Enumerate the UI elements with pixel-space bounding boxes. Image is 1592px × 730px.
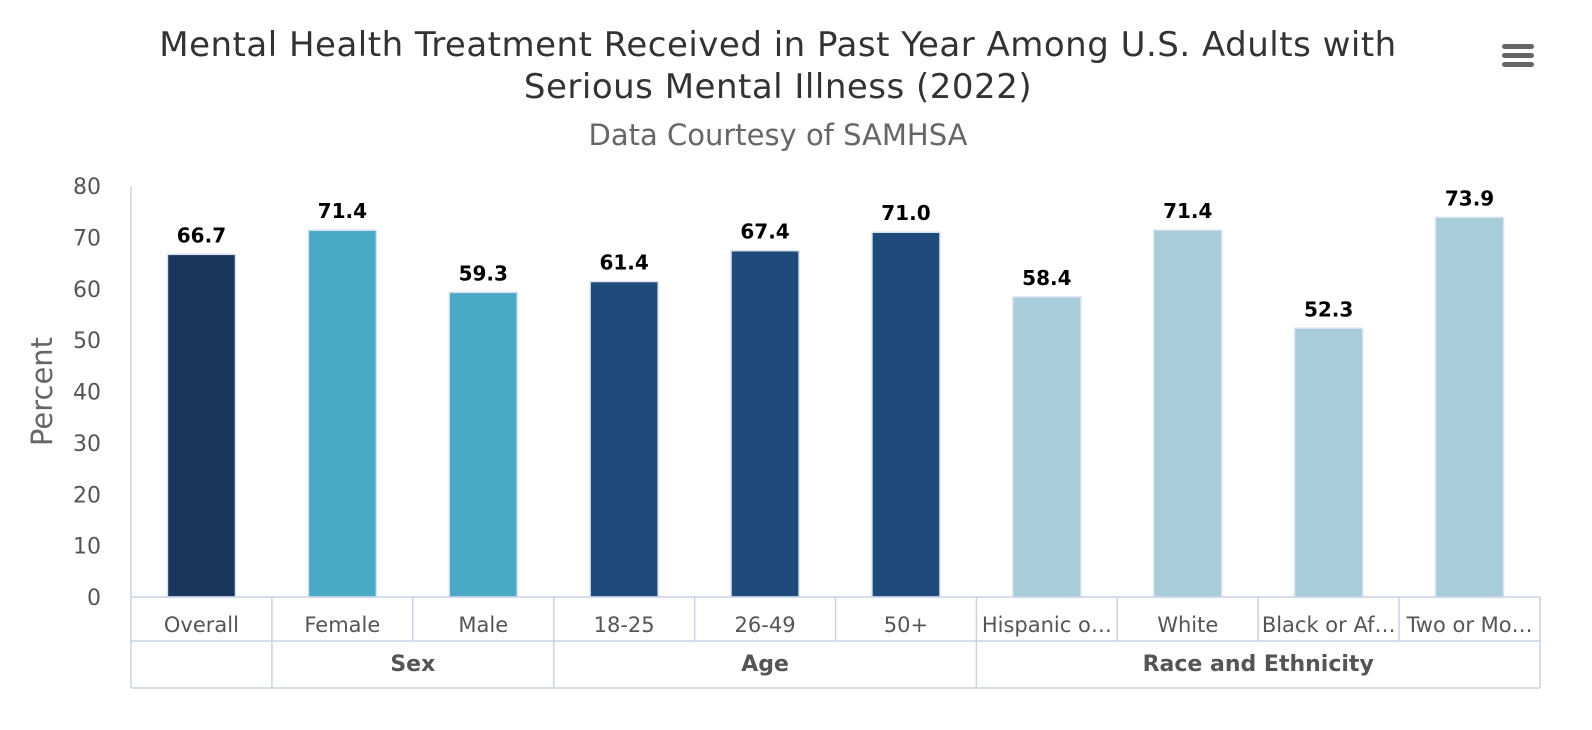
group-label: Age: [741, 652, 789, 677]
data-label: 73.9: [1445, 186, 1494, 210]
bar: [1293, 327, 1364, 598]
bar: [307, 229, 378, 598]
y-tick-label: 20: [73, 483, 101, 508]
y-tick-label: 30: [73, 432, 101, 457]
y-tick-label: 60: [73, 278, 101, 303]
y-tick-label: 40: [73, 381, 101, 406]
y-tick-label: 10: [73, 535, 101, 560]
bar: [1153, 229, 1223, 598]
data-label: 67.4: [740, 220, 789, 244]
chart-subtitle: Data Courtesy of SAMHSA: [588, 118, 968, 152]
data-label: 71.0: [881, 201, 930, 225]
data-label: 52.3: [1304, 297, 1353, 321]
chart-title-line-1: Mental Health Treatment Received in Past…: [159, 25, 1397, 65]
y-tick-label: 80: [73, 175, 101, 200]
x-category-label: Female: [304, 613, 380, 637]
x-category-label: 50+: [884, 613, 928, 637]
y-tick-label: 0: [87, 586, 101, 611]
y-tick-label: 70: [73, 226, 101, 251]
x-category-label: Black or Af…: [1262, 613, 1396, 637]
chart-title-line-2: Serious Mental Illness (2022): [523, 67, 1033, 107]
data-label: 59.3: [459, 261, 508, 285]
bar: [1434, 216, 1505, 598]
x-category-label: Hispanic o…: [982, 613, 1112, 637]
x-category-label: 26-49: [735, 613, 796, 637]
x-category-label: White: [1157, 613, 1218, 637]
bar: [1012, 296, 1082, 598]
group-label: Race and Ethnicity: [1143, 652, 1374, 677]
bar: [589, 280, 659, 598]
hamburger-menu-icon[interactable]: [1500, 40, 1536, 72]
data-label: 61.4: [599, 251, 648, 275]
chart-title: Mental Health Treatment Received in Past…: [0, 24, 1556, 108]
data-label: 71.4: [318, 199, 367, 223]
x-category-label: 18-25: [594, 613, 655, 637]
data-label: 58.4: [1022, 266, 1071, 290]
y-axis-title: Percent: [25, 337, 59, 446]
bar: [871, 231, 941, 598]
data-label: 71.4: [1163, 199, 1212, 223]
group-label: Sex: [390, 652, 435, 677]
x-category-label: Male: [458, 613, 508, 637]
bar: [166, 253, 237, 598]
y-tick-label: 50: [73, 329, 101, 354]
data-label: 66.7: [177, 223, 226, 247]
bar: [448, 291, 518, 598]
x-category-label: Two or Mo…: [1405, 613, 1532, 637]
x-category-label: Overall: [164, 613, 239, 637]
bar: [730, 249, 800, 598]
